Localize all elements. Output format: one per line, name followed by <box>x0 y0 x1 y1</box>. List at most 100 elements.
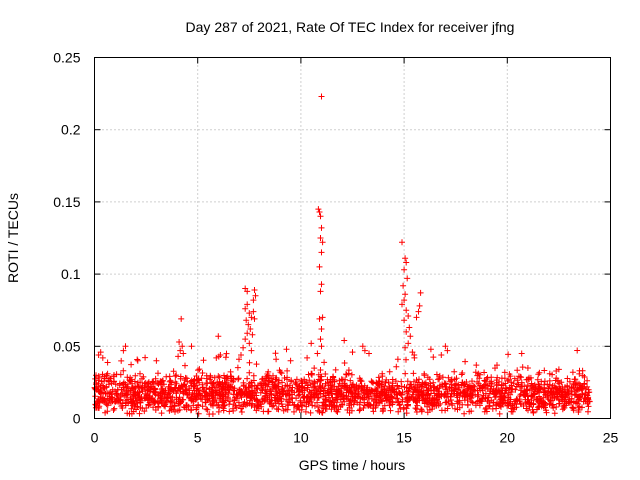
x-tick-label: 5 <box>194 430 202 446</box>
data-point <box>304 354 311 361</box>
data-point <box>160 398 167 404</box>
data-point <box>565 399 572 406</box>
data-point <box>403 405 410 412</box>
data-point <box>145 392 152 399</box>
data-point <box>255 402 262 409</box>
data-point <box>579 391 586 398</box>
data-point <box>128 361 135 368</box>
data-point <box>473 400 479 407</box>
data-point <box>173 389 180 396</box>
data-point <box>225 384 232 391</box>
data-point <box>410 370 417 377</box>
data-point <box>494 362 500 369</box>
data-point <box>272 350 279 357</box>
data-point <box>244 288 251 295</box>
data-point <box>490 399 497 406</box>
data-point <box>248 314 255 321</box>
data-point <box>579 404 585 411</box>
data-point <box>514 377 521 384</box>
data-point <box>102 409 109 416</box>
data-point <box>285 392 292 399</box>
data-point <box>488 378 495 385</box>
data-point <box>282 406 289 413</box>
data-point <box>585 395 591 402</box>
y-tick-label: 0.05 <box>53 338 80 354</box>
data-point <box>435 402 442 409</box>
axis-ticks: 0 5 10 15 20 25 0 0.05 0.1 0.15 0.2 0.25 <box>53 50 618 446</box>
data-point <box>464 386 470 393</box>
data-point <box>411 354 418 361</box>
data-point <box>224 394 231 401</box>
y-tick-label: 0 <box>73 411 81 427</box>
data-point <box>238 409 245 415</box>
data-point <box>523 376 530 383</box>
data-point <box>578 385 585 392</box>
data-point <box>138 384 145 391</box>
data-point <box>399 398 406 405</box>
data-point <box>404 378 411 385</box>
data-point <box>518 379 525 386</box>
data-point <box>570 398 577 405</box>
data-point <box>254 386 261 393</box>
data-point <box>230 378 236 385</box>
data-point <box>348 407 355 414</box>
data-point <box>347 377 354 384</box>
data-point <box>368 402 374 409</box>
data-point <box>177 347 184 354</box>
data-point <box>220 385 226 392</box>
data-point <box>318 326 325 332</box>
data-point <box>571 376 578 383</box>
data-point <box>444 347 451 354</box>
data-point <box>541 402 548 409</box>
data-point <box>231 397 238 404</box>
data-point <box>312 380 318 387</box>
data-point <box>381 402 388 409</box>
y-tick-label: 0.2 <box>61 122 81 138</box>
data-point <box>505 351 512 358</box>
data-point <box>285 398 292 405</box>
data-point <box>426 376 433 383</box>
data-point <box>312 403 318 409</box>
data-point <box>419 397 426 404</box>
data-point <box>322 371 329 377</box>
data-point <box>349 349 356 356</box>
data-point <box>461 410 468 417</box>
data-point <box>243 391 250 398</box>
data-point <box>445 374 452 381</box>
data-point <box>535 404 541 411</box>
data-point <box>235 376 242 383</box>
data-point <box>227 398 233 405</box>
data-point <box>319 239 326 246</box>
data-point <box>427 346 434 353</box>
data-point <box>368 387 375 394</box>
data-point <box>110 407 117 413</box>
data-point <box>343 371 350 378</box>
data-point <box>570 381 577 387</box>
data-point <box>518 350 525 357</box>
data-point <box>187 407 194 414</box>
data-point <box>111 405 118 412</box>
data-point <box>203 406 210 412</box>
data-point <box>470 386 477 393</box>
data-point <box>242 402 249 409</box>
data-point <box>402 344 409 351</box>
data-point <box>95 404 102 411</box>
data-point <box>317 235 324 241</box>
data-point <box>92 393 99 400</box>
data-point <box>484 398 491 405</box>
data-point <box>393 363 400 370</box>
data-point <box>548 388 555 395</box>
data-point <box>394 356 401 363</box>
data-point <box>420 392 427 399</box>
data-point <box>399 389 406 396</box>
data-point <box>290 402 297 409</box>
data-point <box>486 402 493 409</box>
data-point <box>317 367 324 373</box>
data-point <box>442 343 449 350</box>
data-point <box>161 391 168 398</box>
data-point <box>210 380 217 386</box>
data-point <box>508 389 515 395</box>
data-point <box>395 408 402 415</box>
data-point <box>442 380 449 387</box>
data-point <box>582 386 589 393</box>
